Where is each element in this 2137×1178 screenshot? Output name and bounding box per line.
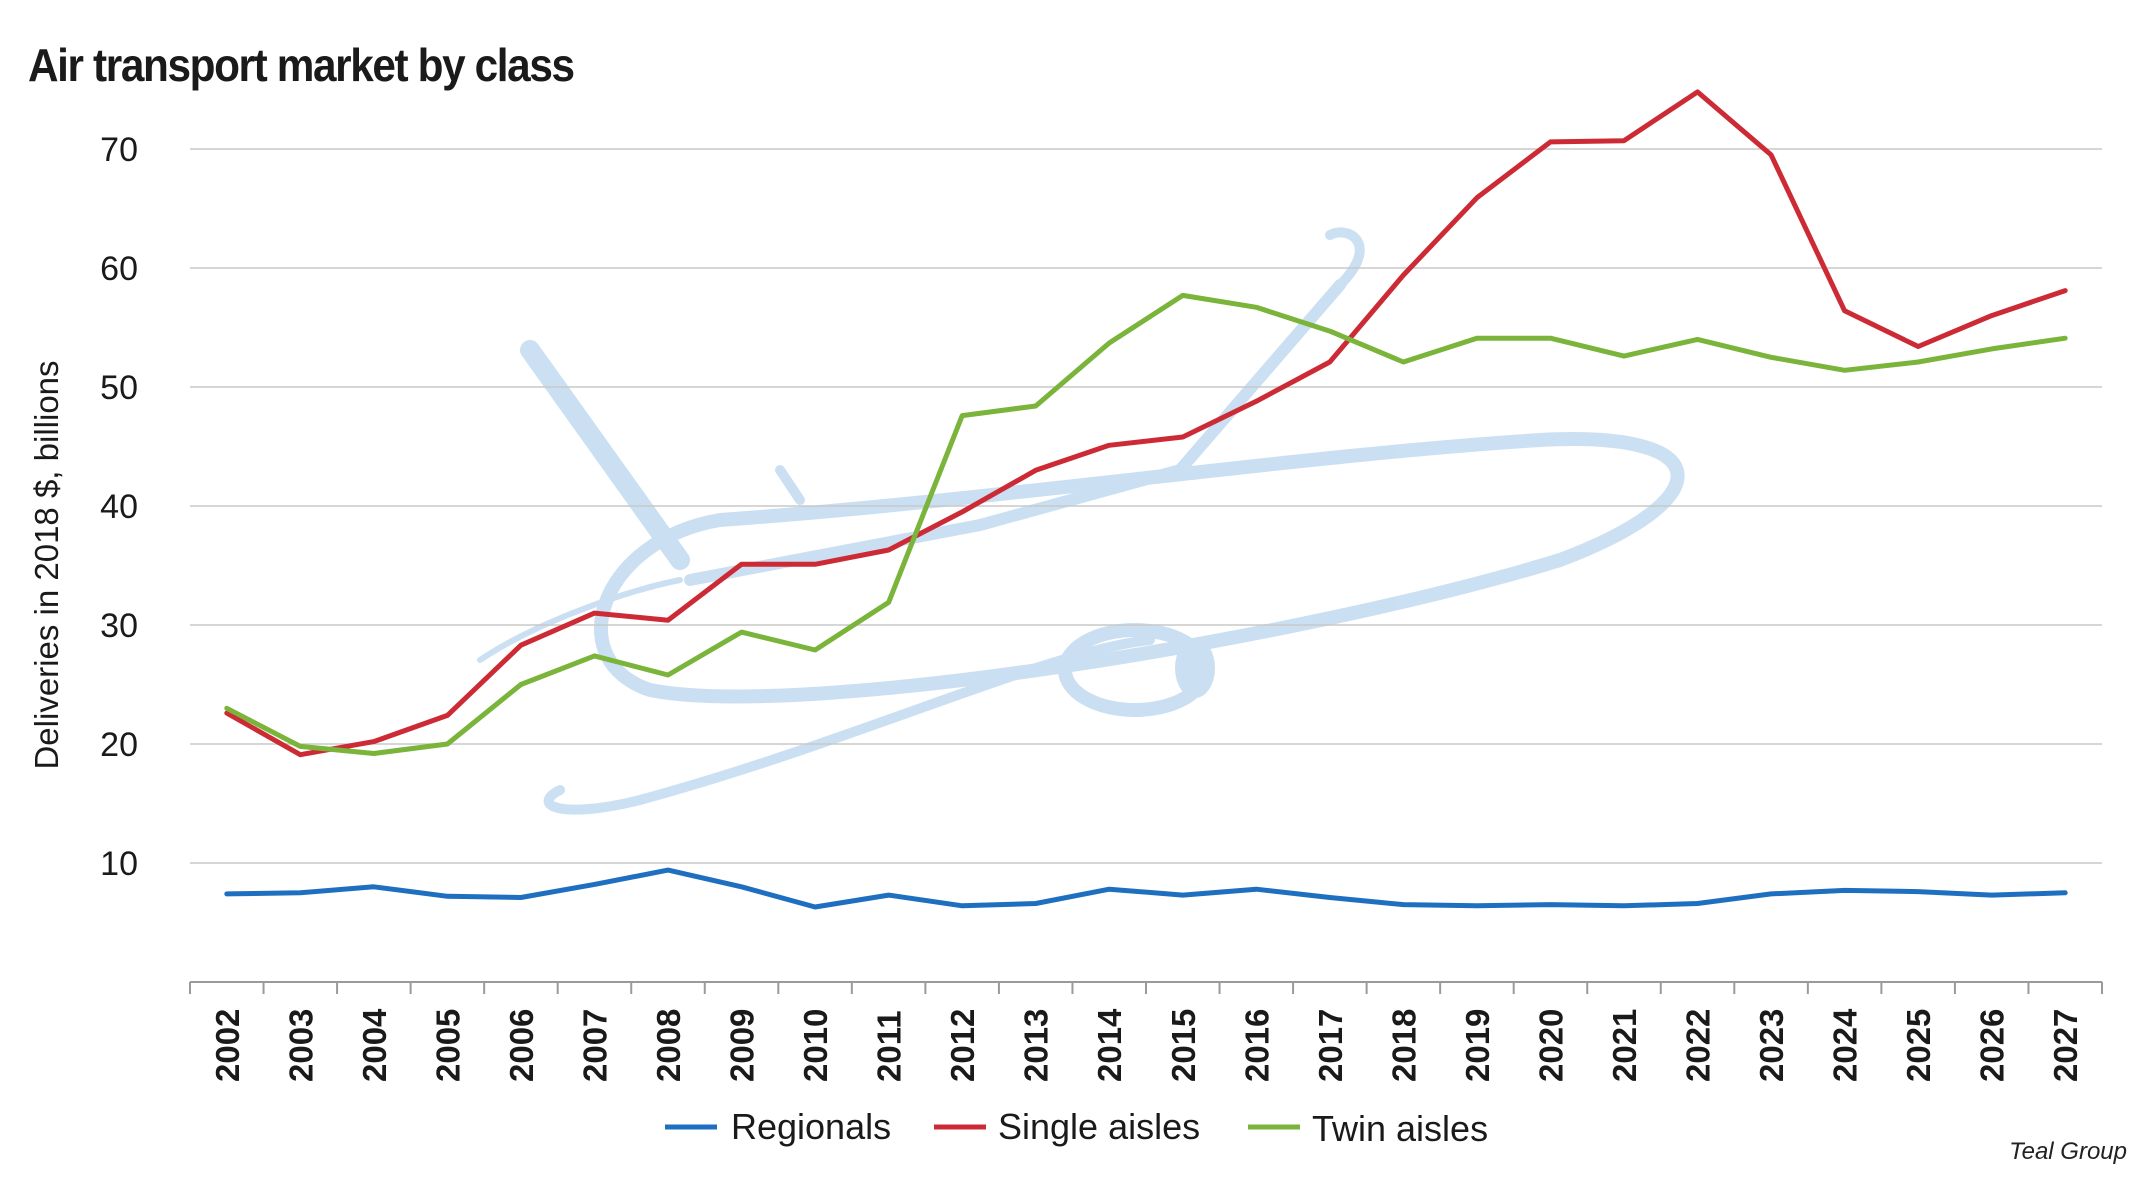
- chart-title: Air transport market by class: [28, 39, 575, 91]
- y-tick-label: 30: [100, 607, 138, 645]
- series-line-twin-aisles: [224, 292, 2068, 756]
- x-tick-label: 2011: [871, 1010, 908, 1082]
- x-tick-label: 2005: [429, 1009, 466, 1082]
- series-line-single-aisles: [224, 89, 2068, 758]
- x-tick-label: 2010: [797, 1009, 834, 1082]
- legend-label-single-aisles: Single aisles: [998, 1106, 1200, 1147]
- gridlines: [190, 148, 2102, 864]
- x-tick-label: 2025: [1900, 1009, 1937, 1082]
- y-tick-label: 60: [100, 250, 138, 288]
- x-tick-label: 2027: [2047, 1009, 2084, 1082]
- y-tick-label: 40: [100, 488, 138, 526]
- y-axis-label: Deliveries in 2018 $, billions: [28, 360, 65, 769]
- x-tick-label: 2022: [1680, 1009, 1717, 1082]
- series-lines: [224, 89, 2068, 910]
- x-tick-label: 2026: [1974, 1009, 2011, 1082]
- x-tick-label: 2006: [503, 1009, 540, 1082]
- x-tick-label: 2019: [1459, 1009, 1496, 1082]
- x-tick-label: 2004: [356, 1008, 393, 1082]
- x-tick-label: 2018: [1385, 1009, 1422, 1082]
- x-tick-label: 2007: [576, 1009, 613, 1082]
- y-tick-label: 10: [100, 845, 138, 883]
- y-tick-label: 20: [100, 726, 138, 764]
- x-axis: 2002 2003 2004 2005 2006 2007 2008 2009 2010 2011…: [189, 981, 2103, 1082]
- x-tick-label: 2015: [1165, 1009, 1202, 1082]
- x-tick-label: 2014: [1091, 1008, 1128, 1082]
- source-note: Teal Group: [2009, 1138, 2127, 1165]
- x-tick-label: 2008: [650, 1009, 687, 1082]
- x-tick-label: 2009: [724, 1009, 761, 1082]
- y-axis-ticks: 10 20 30 40 50 60 70: [100, 131, 138, 883]
- series-line-regionals: [224, 867, 2068, 910]
- x-tick-label: 2023: [1753, 1009, 1790, 1082]
- legend-label-twin-aisles: Twin aisles: [1312, 1108, 1488, 1149]
- y-tick-label: 70: [100, 131, 138, 169]
- x-tick-label: 2024: [1827, 1008, 1864, 1082]
- x-tick-label: 2002: [209, 1009, 246, 1082]
- x-tick-label: 2020: [1532, 1009, 1569, 1082]
- x-tick-label: 2016: [1238, 1009, 1275, 1082]
- x-tick-label: 2017: [1312, 1009, 1349, 1082]
- x-tick-label: 2013: [1018, 1009, 1055, 1082]
- airplane-watermark-icon: [477, 227, 1685, 815]
- legend: Regionals Single aisles Twin aisles: [665, 1106, 1488, 1149]
- x-tick-label: 2012: [944, 1009, 981, 1082]
- x-tick-label: 2021: [1606, 1009, 1643, 1082]
- legend-label-regionals: Regionals: [731, 1106, 891, 1147]
- x-tick-label: 2003: [282, 1009, 319, 1082]
- y-tick-label: 50: [100, 369, 138, 407]
